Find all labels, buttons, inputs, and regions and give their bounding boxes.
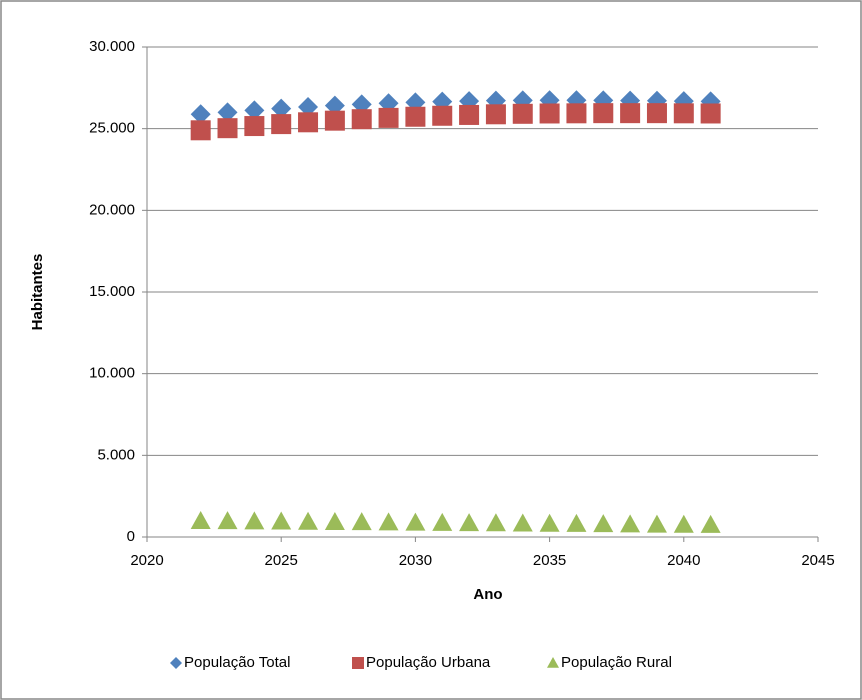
point <box>539 103 560 124</box>
point <box>566 513 587 532</box>
x-tick-label: 2045 <box>801 552 834 569</box>
point <box>190 510 211 529</box>
legend-marker <box>170 657 182 669</box>
point <box>432 512 453 531</box>
point <box>593 514 614 533</box>
point <box>405 106 426 127</box>
point <box>324 95 345 116</box>
point <box>378 512 399 531</box>
x-tick-label: 2035 <box>533 552 566 569</box>
point <box>593 103 614 124</box>
point <box>217 102 238 123</box>
point <box>298 97 319 118</box>
point <box>244 100 265 121</box>
y-tick-label: 15.000 <box>89 283 135 300</box>
point <box>620 514 641 533</box>
point <box>432 105 453 126</box>
point <box>512 103 533 124</box>
x-tick-label: 2025 <box>265 552 298 569</box>
point <box>351 109 372 130</box>
point <box>298 112 319 133</box>
point <box>700 514 721 533</box>
point <box>271 114 292 135</box>
point <box>566 103 587 124</box>
point <box>271 511 292 530</box>
point <box>217 118 238 139</box>
point <box>244 116 265 137</box>
legend-label: População Rural <box>561 654 672 671</box>
point <box>324 511 345 530</box>
point <box>190 104 211 125</box>
point <box>539 513 560 532</box>
y-axis-title: Habitantes <box>29 254 46 331</box>
point <box>700 103 721 124</box>
y-tick-label: 25.000 <box>89 120 135 137</box>
point <box>378 107 399 128</box>
point <box>217 511 238 530</box>
y-tick-label: 10.000 <box>89 365 135 382</box>
point <box>646 514 667 533</box>
point <box>244 511 265 530</box>
legend-marker <box>352 657 364 669</box>
point <box>485 104 506 125</box>
point <box>620 103 641 124</box>
point <box>459 104 480 125</box>
legend-label: População Urbana <box>366 654 491 671</box>
point <box>324 110 345 131</box>
point <box>459 513 480 532</box>
point <box>673 103 694 124</box>
y-tick-label: 30.000 <box>89 38 135 55</box>
x-axis-title: Ano <box>473 586 502 603</box>
point <box>405 512 426 531</box>
point <box>351 512 372 531</box>
y-tick-label: 20.000 <box>89 201 135 218</box>
point <box>190 120 211 141</box>
point <box>673 514 694 533</box>
point <box>512 513 533 532</box>
y-tick-label: 5.000 <box>97 446 135 463</box>
point <box>485 513 506 532</box>
point <box>271 98 292 119</box>
point <box>646 103 667 124</box>
legend-marker <box>547 657 559 668</box>
x-tick-label: 2020 <box>130 552 163 569</box>
y-tick-label: 0 <box>127 528 135 545</box>
x-tick-label: 2030 <box>399 552 432 569</box>
x-tick-label: 2040 <box>667 552 700 569</box>
point <box>298 511 319 530</box>
legend-label: População Total <box>184 654 290 671</box>
